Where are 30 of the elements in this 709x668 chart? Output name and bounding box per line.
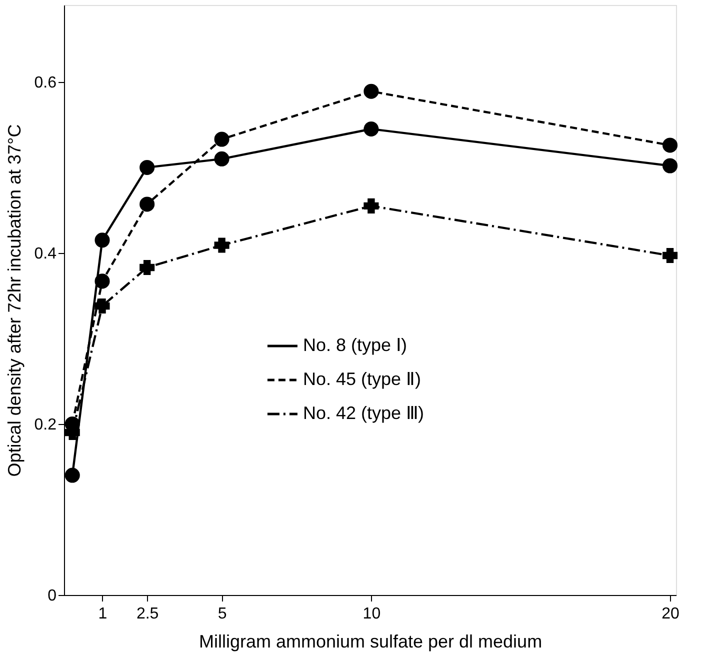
point	[662, 158, 678, 174]
legend-label: No. 42 (type Ⅲ)	[302, 403, 424, 423]
point	[214, 238, 230, 253]
point	[94, 298, 110, 314]
legend-label: No. 45 (type Ⅱ)	[302, 369, 422, 389]
point	[140, 196, 155, 212]
y-tick-label: 0	[48, 588, 57, 604]
y-tick-label: 0.6	[34, 74, 57, 92]
x-tick-label: 1	[98, 606, 108, 622]
point	[64, 468, 80, 483]
x-tick-label: 2.5	[136, 606, 159, 622]
point	[94, 232, 110, 248]
x-tick-label: 20	[662, 606, 680, 622]
point	[214, 132, 230, 147]
legend-label: No. 8 (type Ⅰ)	[302, 335, 408, 355]
point	[662, 248, 678, 264]
point	[364, 121, 379, 136]
y-axis-title: Optical density after 72hr incubation at 37°C	[4, 124, 24, 477]
point	[94, 274, 110, 289]
point	[214, 151, 230, 166]
x-axis-title: Milligram ammonium sulfate per dl medium	[198, 632, 542, 652]
x-tick-label: 5	[218, 606, 227, 622]
point	[662, 138, 678, 153]
point	[364, 198, 379, 214]
point	[140, 160, 155, 175]
y-tick-label: 0.4	[34, 245, 57, 262]
point	[364, 84, 379, 99]
point	[140, 260, 155, 276]
x-tick-label: 10	[362, 606, 381, 622]
y-tick-label: 0.2	[34, 416, 57, 434]
